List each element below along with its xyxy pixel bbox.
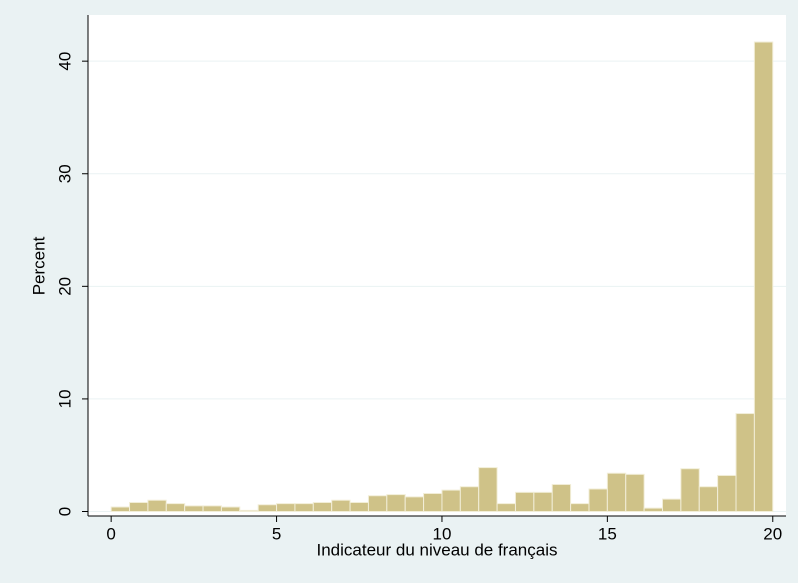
x-tick-label: 0 [106,524,115,543]
bar [147,499,167,512]
x-axis-label: Indicateur du niveau de français [317,540,558,559]
bar [202,505,222,512]
bar [533,491,553,512]
bar [643,507,664,512]
x-tick-label: 5 [272,524,281,543]
bar [220,506,241,512]
y-axis-label: Percent [29,236,48,295]
bar [257,504,278,512]
x-tick-label: 20 [763,524,782,543]
bar [662,498,682,512]
bar [680,468,700,512]
bar [698,486,719,512]
bar [276,503,296,512]
plot-area [88,15,786,516]
y-tick-label: 20 [55,277,74,296]
bar [570,503,590,512]
y-tick-label: 0 [55,507,74,516]
bar [239,509,259,512]
bar [606,472,627,512]
bar [165,503,186,512]
y-tick-label: 30 [55,164,74,183]
x-tick-label: 10 [433,524,452,543]
bar [184,505,204,512]
bar [294,503,314,512]
bar [625,473,645,512]
bar [367,495,388,512]
y-tick-label: 10 [55,389,74,408]
bar [459,486,480,512]
bar [312,501,333,512]
y-tick-label: 40 [55,52,74,71]
bar [386,494,406,512]
bar [514,491,535,512]
bar [717,474,737,512]
bar [331,499,351,512]
bar [404,496,425,512]
bar [496,503,516,512]
bar [478,467,498,512]
x-tick-label: 15 [598,524,617,543]
bar [551,483,572,512]
bar [735,413,755,512]
bar [441,489,461,512]
bar [349,501,369,512]
bar [129,501,149,512]
bar [110,506,131,512]
bar [423,492,443,512]
bar [588,488,608,512]
bar [753,41,774,512]
